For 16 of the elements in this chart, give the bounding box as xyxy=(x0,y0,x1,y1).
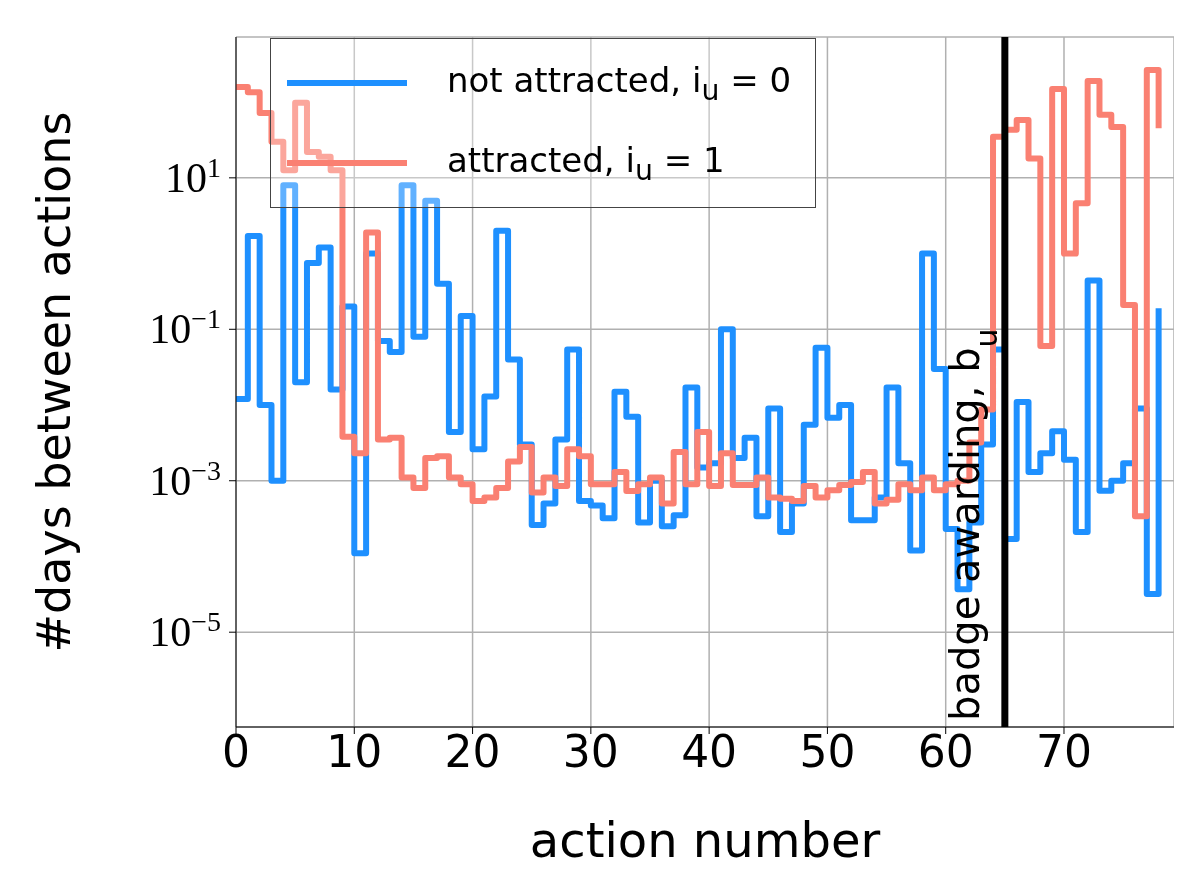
x-tick-label: 0 xyxy=(222,726,250,778)
y-tick-label: 10$^{−1}$ xyxy=(149,302,221,353)
x-tick-label: 30 xyxy=(562,726,619,778)
y-tick-label: 10$^{1}$ xyxy=(165,151,221,201)
y-tick-label: 10$^{−3}$ xyxy=(149,454,221,504)
x-tick-label: 10 xyxy=(326,726,383,778)
x-tick-label: 70 xyxy=(1035,726,1092,778)
x-tick-label: 60 xyxy=(917,726,974,778)
x-axis-title: action number xyxy=(529,812,881,868)
x-tick-label: 40 xyxy=(681,726,738,778)
y-tick-label: 10$^{−5}$ xyxy=(149,605,221,656)
legend-label: attracted, i$_{u}$ = 1 xyxy=(447,139,725,187)
legend-label: not attracted, i$_{u}$ = 0 xyxy=(447,59,792,107)
x-tick-label: 50 xyxy=(799,726,856,778)
y-axis-title: #days between actions xyxy=(27,111,81,653)
x-tick-label: 20 xyxy=(444,726,501,778)
